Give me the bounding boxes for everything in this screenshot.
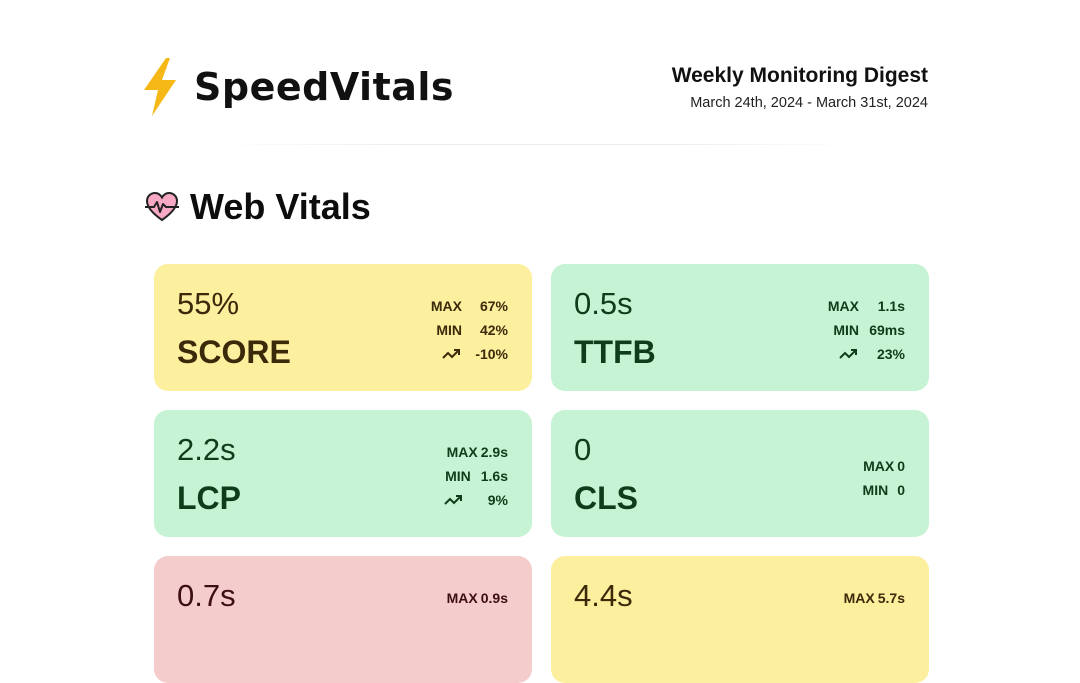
metric-value: 55% (177, 286, 240, 321)
stat-min: MIN 0 (862, 482, 905, 498)
trend-up-icon (444, 495, 462, 505)
metrics-grid: 55% SCORE MAX 67% MIN 42% -10% 0.5s TTFB M… (154, 264, 929, 683)
metric-value: 2.2s (177, 432, 236, 467)
metric-card-lcp: 2.2s LCP MAX 2.9s MIN 1.6s 9% (154, 410, 532, 537)
trend-up-icon (839, 349, 857, 359)
metric-label: LCP (177, 480, 241, 516)
digest-date-range: March 24th, 2024 - March 31st, 2024 (690, 95, 928, 111)
stat-min: MIN 1.6s (445, 468, 508, 484)
metric-card-ttfb: 0.5s TTFB MAX 1.1s MIN 69ms 23% (551, 264, 929, 391)
metric-card-5: 0.7s MAX 0.9s (154, 556, 532, 683)
metric-label: TTFB (574, 334, 656, 370)
metric-stats: MAX 1.1s MIN 69ms 23% (828, 294, 905, 366)
metric-card-score: 55% SCORE MAX 67% MIN 42% -10% (154, 264, 532, 391)
header-divider (218, 144, 858, 145)
brand-logo: SpeedVitals (140, 56, 454, 118)
stat-min: MIN 69ms (833, 322, 905, 338)
stat-trend: 23% (828, 342, 905, 366)
metric-stats: MAX 5.7s (844, 586, 905, 610)
stat-max: MAX 0.9s (446, 590, 508, 606)
stat-min: MIN 42% (436, 322, 508, 338)
stat-max: MAX 1.1s (827, 298, 905, 314)
stat-max: MAX 0 (863, 458, 905, 474)
stat-max: MAX 2.9s (446, 444, 508, 460)
metric-value: 0.7s (177, 578, 236, 613)
brand-name: SpeedVitals (194, 65, 455, 109)
metric-stats: MAX 0.9s (447, 586, 508, 610)
metric-stats: MAX 2.9s MIN 1.6s 9% (444, 440, 508, 512)
metric-stats: MAX 67% MIN 42% -10% (431, 294, 508, 366)
metric-card-cls: 0 CLS MAX 0 MIN 0 (551, 410, 929, 537)
heart-pulse-icon (145, 191, 179, 222)
metric-stats: MAX 0 MIN 0 (863, 454, 905, 502)
lightning-bolt-icon (144, 58, 176, 116)
metric-value: 0.5s (574, 286, 633, 321)
metric-label: CLS (574, 480, 638, 516)
digest-title: Weekly Monitoring Digest (671, 64, 928, 87)
metric-value: 4.4s (574, 578, 633, 613)
section-title: Web Vitals (190, 186, 371, 227)
digest-info: Weekly Monitoring Digest March 24th, 202… (672, 64, 928, 111)
stat-trend: -10% (431, 342, 508, 366)
metric-card-6: 4.4s MAX 5.7s (551, 556, 929, 683)
section-heading: Web Vitals (144, 186, 371, 228)
report-header: SpeedVitals Weekly Monitoring Digest Mar… (0, 0, 1080, 150)
metric-label: SCORE (177, 334, 291, 370)
trend-up-icon (442, 349, 460, 359)
stat-max: MAX 67% (430, 298, 508, 314)
stat-max: MAX 5.7s (843, 590, 905, 606)
stat-trend: 9% (444, 488, 508, 512)
metric-value: 0 (574, 432, 592, 467)
